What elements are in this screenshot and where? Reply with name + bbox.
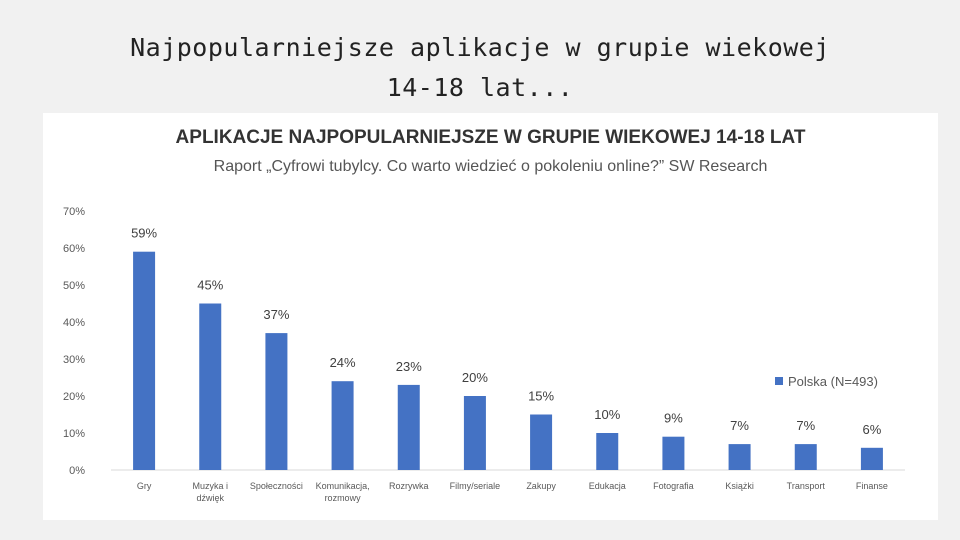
y-tick-label: 40% — [63, 317, 85, 329]
x-tick-label: Rozrywka — [389, 481, 429, 491]
y-tick-label: 0% — [69, 465, 85, 477]
y-tick-label: 70% — [63, 206, 85, 218]
data-label: 20% — [462, 370, 488, 385]
data-label: 37% — [263, 307, 289, 322]
y-tick-label: 20% — [63, 391, 85, 403]
chart-title: APLIKACJE NAJPOPULARNIEJSZE W GRUPIE WIE… — [175, 127, 806, 148]
x-tick-label: Gry — [137, 481, 152, 491]
data-label: 59% — [131, 226, 157, 241]
data-label: 7% — [730, 418, 749, 433]
x-tick-label: Społeczności — [250, 481, 303, 491]
data-label: 24% — [330, 355, 356, 370]
x-tick-label: Komunikacja, — [316, 481, 370, 491]
data-label: 7% — [796, 418, 815, 433]
y-tick-label: 10% — [63, 428, 85, 440]
legend-label: Polska (N=493) — [788, 374, 878, 389]
x-tick-label: dźwięk — [196, 493, 224, 503]
chart-subtitle: Raport „Cyfrowi tubylcy. Co warto wiedzi… — [213, 158, 768, 175]
x-tick-label: Transport — [787, 481, 826, 491]
slide-title-line1: Najpopularniejsze aplikacje w grupie wie… — [130, 33, 830, 62]
bar — [397, 384, 420, 470]
x-tick-label: Finanse — [856, 481, 888, 491]
x-tick-label: Edukacja — [589, 481, 626, 491]
bar — [133, 251, 156, 470]
data-label: 6% — [863, 422, 882, 437]
bar — [463, 396, 486, 470]
bar — [860, 447, 883, 470]
data-label: 9% — [664, 411, 683, 426]
bar — [794, 444, 817, 470]
data-label: 45% — [197, 278, 223, 293]
chart-panel: APLIKACJE NAJPOPULARNIEJSZE W GRUPIE WIE… — [43, 113, 938, 520]
slide-title: Najpopularniejsze aplikacje w grupie wie… — [40, 28, 920, 108]
legend-swatch — [775, 377, 783, 385]
x-tick-label: Filmy/seriale — [450, 481, 501, 491]
x-tick-label: rozmowy — [325, 493, 362, 503]
bar — [331, 381, 354, 470]
bar-chart: 0% 10% 20% 30% 40% 50% 60% 70% 59% Gry 45% Muzyka i… — [63, 206, 905, 503]
y-tick-label: 30% — [63, 354, 85, 366]
data-label: 10% — [594, 407, 620, 422]
data-label: 23% — [396, 359, 422, 374]
data-label: 15% — [528, 389, 554, 404]
bar — [728, 444, 751, 470]
bar — [530, 414, 553, 470]
x-tick-label: Książki — [725, 481, 754, 491]
x-tick-label: Muzyka i — [192, 481, 228, 491]
bar — [662, 436, 685, 470]
bar — [199, 303, 222, 470]
x-tick-label: Zakupy — [526, 481, 556, 491]
bar — [596, 433, 619, 470]
slide-title-line2: 14-18 lat... — [386, 73, 574, 102]
bar — [265, 333, 288, 470]
y-tick-label: 50% — [63, 280, 85, 292]
x-tick-label: Fotografia — [653, 481, 694, 491]
y-tick-label: 60% — [63, 243, 85, 255]
